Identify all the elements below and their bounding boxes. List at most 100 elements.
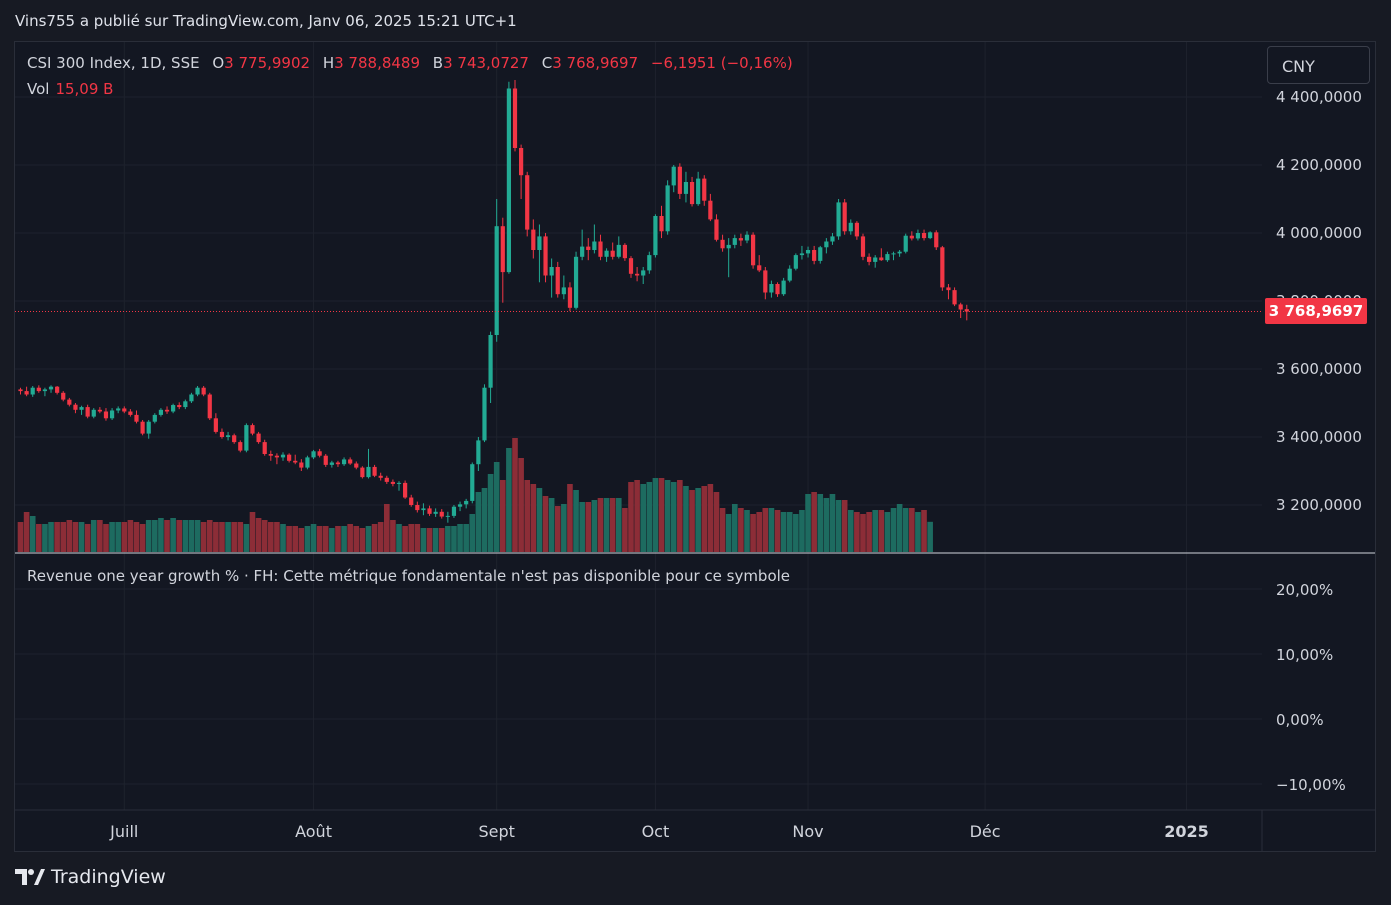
candle [207, 392, 212, 420]
candle [744, 231, 750, 244]
candle-body [91, 409, 96, 417]
candle-body [549, 267, 554, 276]
candle-body [219, 431, 225, 437]
candle-body [488, 335, 493, 388]
candle [311, 449, 316, 460]
candle-body [97, 409, 102, 412]
candle-body [860, 236, 866, 257]
candle-body [781, 280, 786, 295]
vol-value: 15,09 B [55, 80, 114, 98]
volume-bar [432, 528, 439, 552]
volume-bar [164, 520, 170, 552]
candle [122, 406, 127, 414]
candle [519, 144, 524, 199]
candle-body [726, 244, 731, 249]
candle-body [85, 407, 90, 417]
candle-body [482, 387, 487, 441]
candle [164, 406, 170, 414]
candle-body [268, 454, 273, 456]
volume-bar [835, 500, 842, 552]
candle-body [805, 250, 811, 254]
candle-body [366, 466, 371, 478]
candle [256, 431, 261, 444]
volume-bar [915, 512, 921, 552]
volume-bar [219, 522, 225, 552]
candle [512, 80, 518, 152]
volume-bar [615, 498, 622, 552]
candle-body [341, 459, 347, 465]
candle-body [769, 284, 774, 293]
volume-bar [213, 522, 219, 552]
volume-bar [42, 524, 48, 552]
volume-bar [817, 494, 824, 552]
candle-body [512, 88, 518, 148]
volume-bar [921, 510, 927, 552]
candle-body [30, 387, 35, 395]
currency-button[interactable]: CNY [1267, 46, 1370, 84]
candle-body [427, 508, 432, 514]
candle [103, 408, 109, 421]
candle-body [921, 233, 927, 239]
candle [854, 221, 859, 240]
volume-bar [139, 524, 146, 552]
volume-bar [463, 524, 469, 552]
candle-body [604, 250, 609, 257]
indicator-tick-label: 10,00% [1276, 646, 1333, 664]
volume-bar [353, 526, 360, 552]
grid [15, 42, 1262, 810]
symbol-label[interactable]: CSI 300 Index, 1D, SSE [27, 54, 200, 72]
indicator-legend[interactable]: Revenue one year growth % · FH: Cette mé… [27, 567, 791, 585]
candle [61, 391, 66, 402]
candle-body [18, 389, 23, 392]
candle [696, 171, 701, 206]
volume-bar [420, 528, 427, 552]
candle-body [525, 175, 530, 230]
volume-bar [145, 520, 152, 552]
volume-bar [670, 482, 677, 552]
candle-body [103, 411, 109, 419]
candle-body [757, 265, 762, 271]
volume-bar [243, 524, 250, 552]
volume-bar [206, 520, 213, 552]
candle-body [311, 451, 316, 458]
volume-bar [377, 522, 384, 552]
candle-body [476, 440, 481, 465]
volume-bar [573, 490, 579, 552]
candle [757, 255, 762, 273]
tradingview-logo[interactable]: TradingView [15, 866, 166, 888]
candle-body [824, 241, 829, 248]
candle [433, 508, 438, 517]
candle-body [152, 414, 157, 422]
candle [616, 236, 621, 259]
volume-bar [97, 520, 103, 552]
y-tick-label: 3 200,0000 [1276, 496, 1362, 514]
volume-bar [390, 520, 396, 552]
last-price-tag: 3 768,9697 [1265, 298, 1367, 324]
candle [476, 437, 481, 471]
candle [360, 466, 365, 479]
volume-bar [640, 484, 647, 552]
volume-bar [17, 522, 24, 552]
volume-bar [481, 488, 488, 552]
candle [116, 406, 121, 414]
volume-bar [683, 486, 689, 552]
candle [860, 233, 866, 261]
candle [830, 233, 835, 245]
indicator-tick-label: −10,00% [1276, 776, 1346, 794]
candle [915, 229, 921, 241]
candle-body [457, 504, 463, 507]
volume-bar [54, 522, 60, 552]
candle [787, 265, 792, 283]
volume-bar [237, 522, 244, 552]
candle-body [592, 241, 597, 250]
volume-bar [512, 438, 518, 552]
volume-bar [731, 504, 738, 552]
volume-bar [316, 526, 323, 552]
volume-bar [292, 526, 299, 552]
candle [531, 219, 536, 259]
vol-label[interactable]: Vol [27, 80, 50, 98]
candle-body [140, 421, 145, 434]
volume-bar [103, 524, 109, 552]
volume-bar [261, 520, 268, 552]
